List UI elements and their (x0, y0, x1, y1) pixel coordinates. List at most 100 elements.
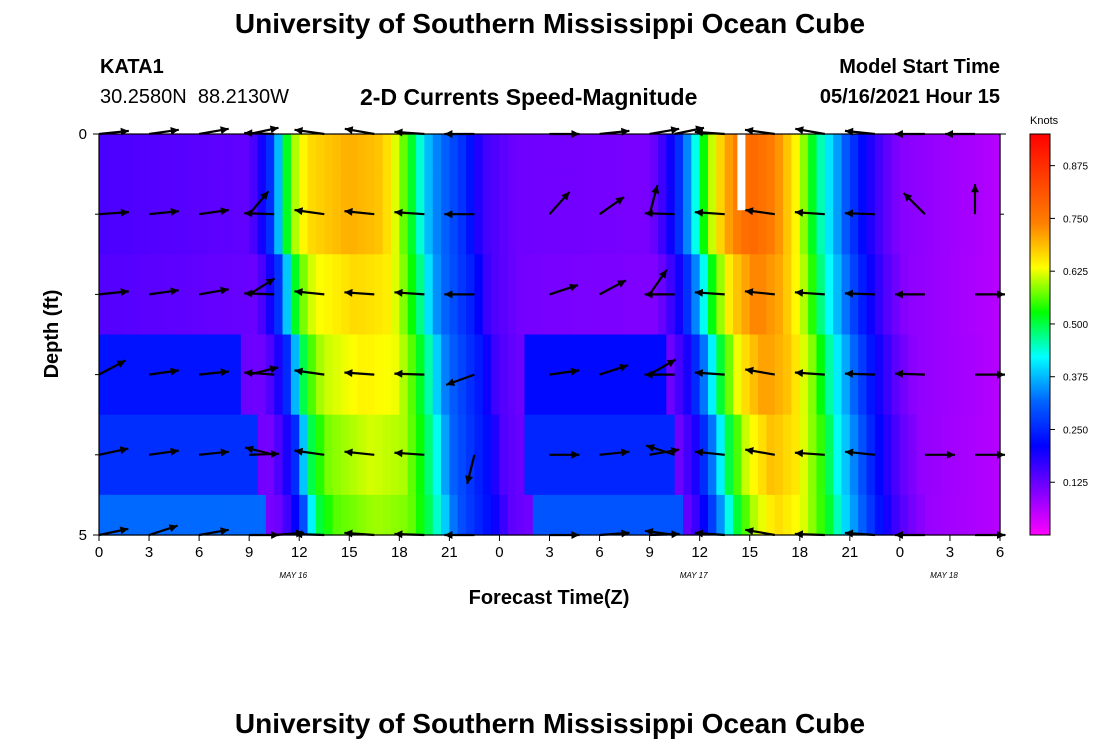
current-vector (344, 369, 375, 378)
x-tick-label: 12 (291, 544, 308, 561)
x-axis-title: Forecast Time(Z) (469, 587, 630, 609)
heatmap-cell (474, 494, 484, 536)
heatmap-cell (741, 494, 751, 536)
heatmap-cell (315, 494, 325, 536)
vector-head (244, 209, 253, 218)
heatmap-cell (215, 254, 225, 336)
heatmap-cell (474, 174, 484, 255)
heatmap-cell (357, 414, 367, 496)
x-tick-label: 6 (595, 544, 603, 561)
heatmap-cell (165, 174, 175, 255)
current-vector (794, 208, 825, 217)
heatmap-cell (557, 254, 567, 336)
current-vector (198, 448, 230, 457)
heatmap-cell (132, 334, 142, 416)
heatmap-cell (207, 134, 217, 175)
heatmap-cell (224, 414, 234, 496)
heatmap-cell (382, 414, 392, 496)
heatmap-cell (491, 414, 501, 496)
heatmap-cell (783, 134, 793, 175)
heatmap-cell (874, 334, 884, 416)
vector-head (571, 450, 580, 459)
heatmap-cell (891, 334, 901, 416)
heatmap-cell (724, 254, 734, 336)
heatmap-cell (549, 134, 559, 175)
vector-head (394, 369, 403, 378)
x-tick-label: 3 (946, 544, 954, 561)
vector-head (569, 283, 578, 292)
heatmap-cell (599, 334, 609, 416)
heatmap-cell (949, 334, 959, 416)
heatmap-cell (407, 494, 417, 536)
vector-head (394, 449, 403, 458)
vector-head (745, 527, 754, 536)
heatmap-cell (140, 134, 150, 175)
heatmap-cell (399, 174, 409, 255)
heatmap-cell (591, 494, 601, 536)
heatmap-cell (833, 494, 843, 536)
current-vector (244, 289, 275, 298)
heatmap-cell (874, 174, 884, 255)
heatmap-cell (741, 334, 751, 416)
heatmap-cell (983, 134, 993, 175)
vector-head (394, 530, 403, 539)
heatmap-cell (557, 494, 567, 536)
heatmap-cell (165, 494, 175, 536)
current-vector (148, 367, 179, 376)
heatmap-cell (874, 494, 884, 536)
heatmap-cell (374, 414, 384, 496)
heatmap-cell (841, 414, 851, 496)
heatmap-cell (307, 254, 317, 336)
heatmap-cell (883, 494, 893, 536)
heatmap-cell (282, 134, 292, 175)
heatmap-cell (299, 494, 309, 536)
heatmap-cell (532, 494, 542, 536)
heatmap-cell (724, 414, 734, 496)
heatmap-cell (474, 254, 484, 336)
heatmap-cell (699, 174, 709, 255)
vector-head (644, 290, 653, 299)
heatmap-cell (332, 414, 342, 496)
heatmap-cell (324, 254, 334, 336)
heatmap-cell (557, 334, 567, 416)
heatmap-cell (674, 134, 684, 175)
vector-head (694, 448, 704, 457)
x-tick-label: 21 (841, 544, 858, 561)
heatmap-cell (199, 134, 209, 175)
current-vector (971, 184, 979, 215)
vector-head (617, 280, 626, 288)
heatmap-cell (641, 174, 651, 255)
heatmap-cell (657, 414, 667, 496)
heatmap-cell (941, 134, 951, 175)
heatmap-cell (524, 174, 534, 255)
heatmap-cell (916, 174, 926, 255)
heatmap-cell (399, 414, 409, 496)
heatmap-cell (349, 494, 359, 536)
heatmap-cell (382, 134, 392, 175)
heatmap-cell (441, 334, 450, 416)
heatmap-cell (174, 134, 184, 175)
current-vector (198, 286, 229, 296)
date-label: MAY 16 (279, 571, 307, 580)
heatmap-cell (174, 414, 184, 496)
heatmap-cell (758, 254, 767, 336)
heatmap-cell (791, 334, 801, 416)
current-vector (465, 454, 476, 485)
heatmap-cell (274, 174, 284, 255)
heatmap-cell (165, 134, 175, 175)
heatmap-cell (808, 174, 818, 255)
heatmap-cell (557, 174, 567, 255)
heatmap-cell (357, 334, 367, 416)
heatmap-cell (507, 134, 517, 175)
heatmap-cell (374, 134, 384, 175)
vector-head (646, 444, 655, 452)
heatmap-cell (924, 174, 934, 255)
heatmap-cell (566, 174, 576, 255)
vector-head (694, 288, 703, 297)
heatmap-cell (574, 174, 584, 255)
heatmap-cell (449, 494, 459, 536)
heatmap-cell (691, 334, 701, 416)
heatmap-cell (632, 134, 642, 175)
heatmap-cell (474, 134, 484, 175)
vector-head (170, 367, 179, 376)
